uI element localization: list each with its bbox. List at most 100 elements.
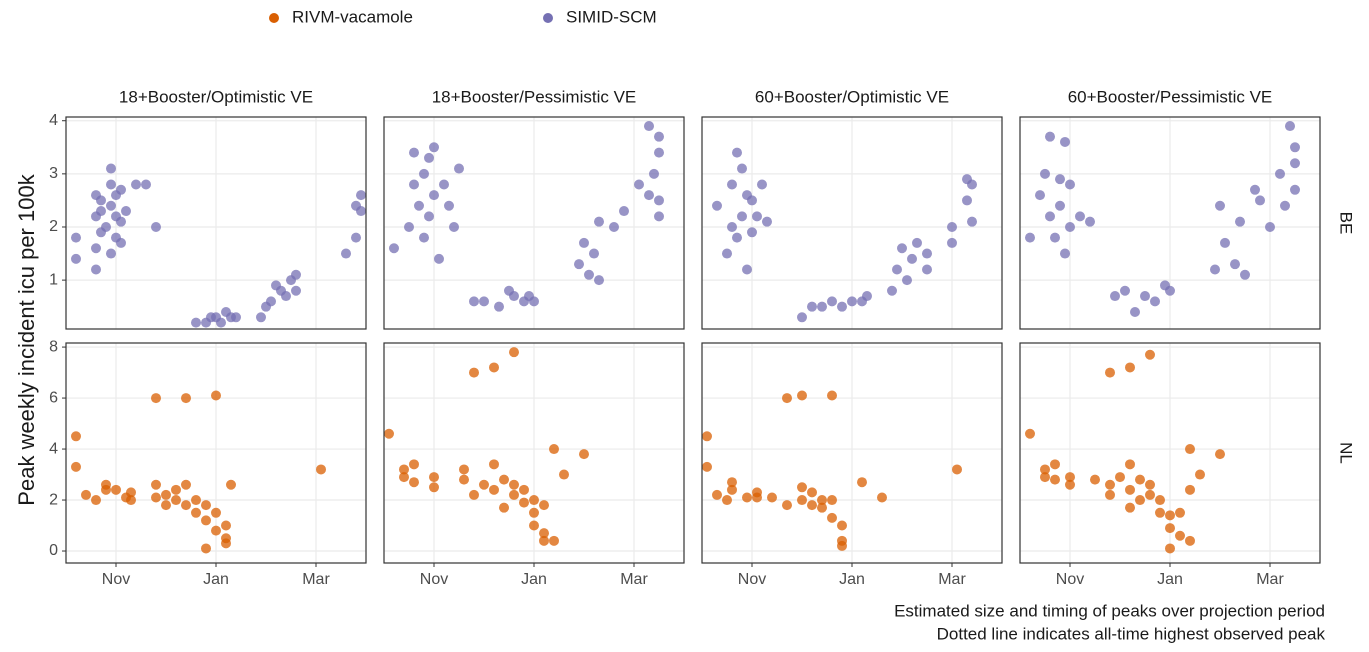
- data-point: [539, 528, 549, 539]
- facet-title: 18+Booster/Pessimistic VE: [432, 87, 637, 106]
- data-point: [106, 179, 116, 190]
- data-point: [1280, 200, 1290, 211]
- data-point: [797, 495, 807, 506]
- data-point: [351, 232, 361, 243]
- data-point: [827, 512, 837, 523]
- data-point: [1115, 472, 1125, 483]
- panel-border: [1019, 116, 1321, 330]
- data-point: [1105, 367, 1115, 378]
- data-point: [151, 479, 161, 490]
- data-point: [71, 232, 81, 243]
- data-point: [1185, 535, 1195, 546]
- data-point: [211, 525, 221, 536]
- x-tick-label: Nov: [738, 571, 766, 588]
- data-point: [191, 495, 201, 506]
- data-point: [837, 301, 847, 312]
- data-point: [807, 301, 817, 312]
- data-point: [827, 495, 837, 506]
- data-point: [1185, 444, 1195, 455]
- x-tick-label: Jan: [203, 571, 229, 588]
- y-axis-label: Peak weekly incident icu per 100k: [14, 173, 39, 505]
- facet-title: 18+Booster/Optimistic VE: [119, 87, 313, 106]
- data-point: [589, 248, 599, 259]
- data-point: [1135, 474, 1145, 485]
- data-point: [1040, 168, 1050, 179]
- data-point: [947, 237, 957, 248]
- data-point: [1065, 221, 1075, 232]
- data-point: [499, 474, 509, 485]
- data-point: [1145, 479, 1155, 490]
- data-point: [499, 502, 509, 513]
- data-point: [226, 479, 236, 490]
- data-point: [519, 484, 529, 495]
- data-point: [1125, 502, 1135, 513]
- data-point: [727, 179, 737, 190]
- data-point: [181, 393, 191, 404]
- data-point: [116, 237, 126, 248]
- panel-border: [65, 116, 367, 330]
- data-point: [892, 264, 902, 275]
- data-point: [141, 179, 151, 190]
- x-tick-label: Mar: [302, 571, 330, 588]
- data-point: [1055, 200, 1065, 211]
- data-point: [702, 461, 712, 472]
- data-point: [727, 221, 737, 232]
- data-point: [529, 296, 539, 307]
- data-point: [409, 459, 419, 470]
- data-point: [409, 477, 419, 488]
- facet-title: 60+Booster/Optimistic VE: [755, 87, 949, 106]
- data-point: [1165, 523, 1175, 534]
- y-tick-label: 2: [49, 218, 58, 235]
- data-point: [737, 163, 747, 174]
- data-point: [619, 206, 629, 217]
- data-point: [1215, 449, 1225, 460]
- data-point: [1155, 507, 1165, 518]
- data-point: [817, 495, 827, 506]
- data-point: [1255, 195, 1265, 206]
- data-point: [757, 179, 767, 190]
- data-point: [1045, 131, 1055, 142]
- data-point: [722, 495, 732, 506]
- data-point: [922, 248, 932, 259]
- data-point: [549, 444, 559, 455]
- data-point: [519, 497, 529, 508]
- data-point: [1290, 142, 1300, 153]
- data-point: [1145, 489, 1155, 500]
- data-point: [424, 211, 434, 222]
- data-point: [584, 269, 594, 280]
- data-point: [742, 492, 752, 503]
- data-point: [1050, 474, 1060, 485]
- data-point: [732, 232, 742, 243]
- data-point: [494, 301, 504, 312]
- data-point: [967, 179, 977, 190]
- data-point: [454, 163, 464, 174]
- data-point: [1195, 469, 1205, 480]
- data-point: [469, 489, 479, 500]
- data-point: [459, 474, 469, 485]
- data-point: [797, 312, 807, 323]
- data-point: [817, 502, 827, 513]
- data-point: [116, 184, 126, 195]
- x-tick-label: Mar: [620, 571, 648, 588]
- data-point: [489, 362, 499, 373]
- data-point: [807, 500, 817, 511]
- data-point: [111, 484, 121, 495]
- legend-label: RIVM-vacamole: [292, 7, 413, 26]
- y-tick-label: 4: [49, 112, 58, 129]
- data-point: [529, 495, 539, 506]
- data-point: [1175, 507, 1185, 518]
- data-point: [712, 489, 722, 500]
- data-point: [649, 168, 659, 179]
- data-point: [106, 200, 116, 211]
- data-point: [1125, 484, 1135, 495]
- data-point: [609, 221, 619, 232]
- data-point: [727, 484, 737, 495]
- data-point: [752, 211, 762, 222]
- data-point: [429, 190, 439, 201]
- y-tick-label: 1: [49, 271, 58, 288]
- data-point: [131, 179, 141, 190]
- data-point: [529, 520, 539, 531]
- data-point: [81, 489, 91, 500]
- data-point: [1275, 168, 1285, 179]
- facet-row-label: BE: [1337, 212, 1356, 235]
